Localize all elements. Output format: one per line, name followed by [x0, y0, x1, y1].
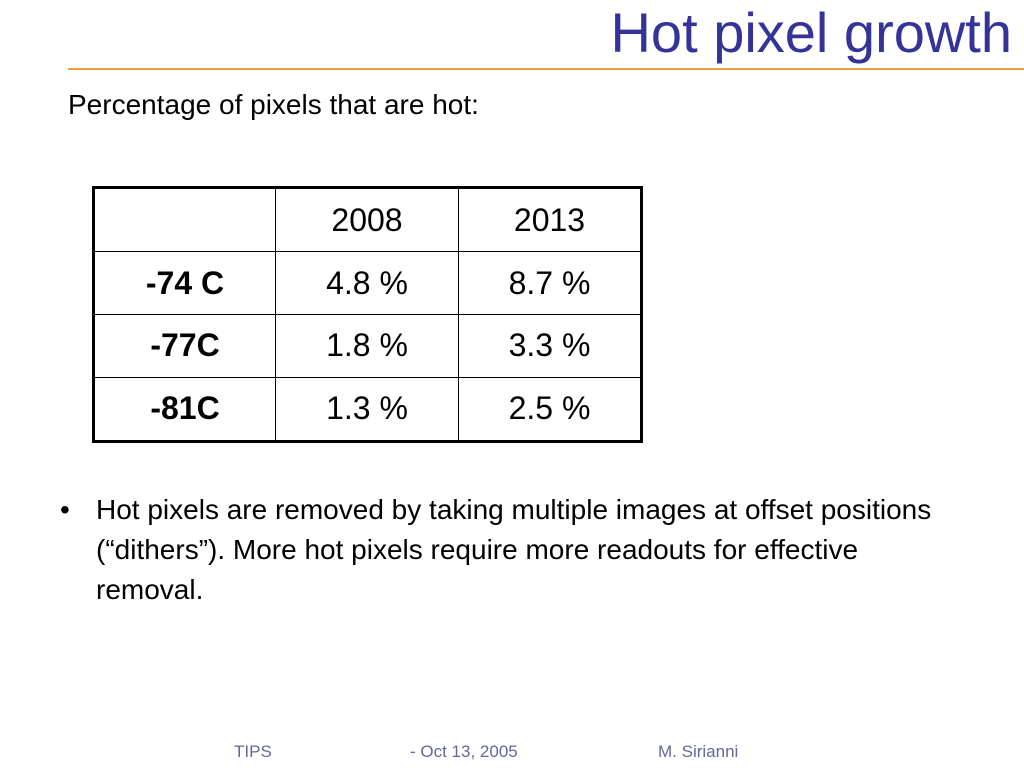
table-header-empty [93, 186, 276, 253]
table-cell: 4.8 % [275, 251, 459, 315]
table-cell: 2.5 % [458, 376, 642, 443]
table-cell: 1.8 % [275, 313, 459, 378]
row-label: -77C [93, 313, 276, 378]
table-cell: 8.7 % [458, 251, 642, 315]
hot-pixel-table: 2008 2013 -74 C 4.8 % 8.7 % -77C 1.8 % 3… [92, 186, 643, 443]
bullet-text: Hot pixels are removed by taking multipl… [96, 494, 932, 606]
footer-date: - Oct 13, 2005 [410, 742, 518, 761]
table-row: -81C 1.3 % 2.5 % [93, 376, 642, 443]
table-cell: 1.3 % [275, 376, 459, 443]
row-label: -81C [93, 376, 276, 443]
table-row: -74 C 4.8 % 8.7 % [93, 251, 642, 315]
bullet-item: • Hot pixels are removed by taking multi… [56, 490, 956, 610]
title-divider [68, 68, 1024, 70]
bullet-list: • Hot pixels are removed by taking multi… [56, 490, 956, 610]
table-header-row: 2008 2013 [93, 186, 642, 253]
row-label: -74 C [93, 251, 276, 315]
table-header-2008: 2008 [275, 186, 459, 253]
footer-left: TIPS [234, 742, 272, 761]
table-header-2013: 2013 [458, 186, 642, 253]
slide-subtitle: Percentage of pixels that are hot: [68, 89, 479, 120]
table-cell: 3.3 % [458, 313, 642, 378]
slide-title: Hot pixel growth [610, 1, 1012, 64]
bullet-marker: • [60, 494, 70, 525]
table-row: -77C 1.8 % 3.3 % [93, 313, 642, 378]
footer-author: M. Sirianni [658, 742, 739, 761]
